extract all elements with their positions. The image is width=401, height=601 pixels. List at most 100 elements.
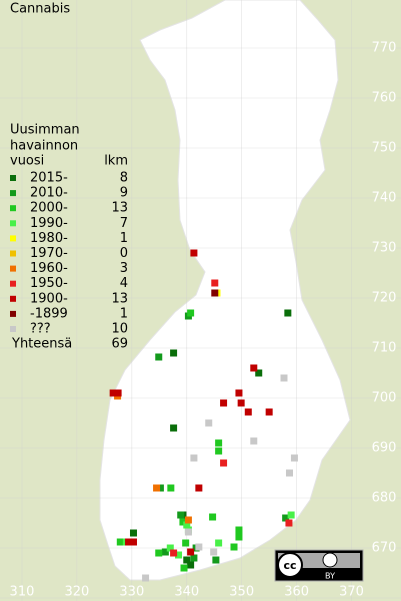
observation-square — [190, 249, 198, 257]
observation-square — [237, 399, 245, 407]
observation-square — [211, 289, 219, 297]
x-tick-label: 320 — [64, 585, 89, 600]
total-label: Yhteensä — [11, 337, 72, 352]
observation-square — [215, 439, 223, 447]
observation-square — [212, 556, 220, 564]
observation-square — [220, 459, 228, 467]
legend-label: 2015- — [30, 171, 68, 186]
legend-label: 1990- — [30, 216, 68, 231]
legend-swatch — [10, 190, 16, 197]
legend-count: 1 — [120, 306, 128, 321]
legend-count: 7 — [120, 216, 128, 231]
observation-square — [209, 513, 217, 521]
observation-square — [170, 349, 178, 357]
land — [99, 0, 351, 581]
observation-square — [230, 543, 238, 551]
legend-swatch — [10, 205, 16, 212]
legend-label: 1970- — [30, 246, 68, 261]
legend-label: 1900- — [30, 291, 68, 306]
observation-square — [282, 514, 290, 522]
y-tick-label: 680 — [372, 491, 397, 506]
observation-square — [180, 564, 188, 572]
observation-square — [166, 544, 174, 552]
y-tick-label: 690 — [372, 441, 397, 456]
y-tick-label: 710 — [372, 341, 397, 356]
legend-swatch — [10, 310, 16, 317]
observation-square — [235, 389, 243, 397]
observation-square — [280, 374, 288, 382]
observations — [109, 249, 298, 582]
y-tick-label: 730 — [372, 241, 397, 256]
legend-count: 13 — [111, 291, 128, 306]
observation-square — [210, 548, 218, 556]
y-tick-label: 750 — [372, 141, 397, 156]
observation-square — [187, 309, 195, 317]
by-text: BY — [325, 572, 335, 581]
observation-square — [183, 556, 191, 564]
map-title: Cannabis — [10, 2, 70, 17]
legend-label: ??? — [30, 322, 51, 337]
observation-square — [190, 454, 198, 462]
observation-square — [109, 389, 117, 397]
y-tick-label: 700 — [372, 391, 397, 406]
observation-square — [285, 519, 293, 527]
legend-label: 2010- — [30, 186, 68, 201]
x-tick-label: 310 — [10, 585, 35, 600]
observation-square — [175, 551, 183, 559]
observation-square — [190, 554, 198, 562]
x-tick-label: 330 — [119, 585, 144, 600]
observation-square — [195, 543, 203, 551]
observation-square — [155, 549, 163, 557]
observation-square — [205, 419, 213, 427]
legend-title: havainnon — [10, 139, 78, 154]
observation-square — [250, 364, 258, 372]
observation-square — [129, 529, 137, 537]
observation-square — [220, 399, 228, 407]
license-badge: cc BY — [274, 549, 364, 582]
observation-square — [170, 424, 178, 432]
count-header: lkm — [104, 154, 128, 169]
legend-swatch — [10, 326, 16, 332]
observation-square — [235, 526, 243, 534]
observation-square — [155, 353, 163, 361]
legend-count: 1 — [120, 231, 128, 246]
observation-square — [161, 548, 169, 556]
legend-swatch — [10, 235, 16, 242]
observation-square — [125, 538, 133, 546]
total: 69 — [111, 337, 128, 352]
legend-title: Uusimman — [10, 123, 80, 138]
legend-count: 13 — [111, 201, 128, 216]
y-tick-label: 670 — [372, 541, 397, 556]
y-tick-label: 740 — [372, 191, 397, 206]
y-tick-label: 770 — [372, 41, 397, 56]
observation-square — [250, 437, 258, 445]
observation-square — [285, 469, 293, 477]
legend-count: 4 — [120, 276, 128, 291]
observation-square — [116, 538, 124, 546]
observation-square — [215, 539, 223, 547]
observation-square — [114, 389, 122, 397]
observation-square — [156, 484, 164, 492]
legend-swatch — [10, 295, 16, 302]
observation-square — [170, 549, 178, 557]
legend-label: -1899 — [30, 306, 68, 321]
legend-label: 1950- — [30, 276, 68, 291]
legend-label: 2000- — [30, 201, 68, 216]
observation-square — [284, 309, 292, 317]
observation-square — [183, 521, 191, 529]
x-tick-label: 340 — [174, 585, 199, 600]
observation-square — [244, 408, 252, 416]
legend-label: 1960- — [30, 261, 68, 276]
legend-swatch — [10, 280, 16, 287]
by-icon — [322, 552, 338, 568]
legend-label: 1980- — [30, 231, 68, 246]
observation-square — [129, 538, 137, 546]
legend-count: 8 — [120, 171, 128, 186]
cc-icon — [277, 552, 303, 578]
observation-square — [184, 516, 192, 524]
legend-swatch — [10, 175, 16, 181]
legend-title: vuosi — [10, 154, 44, 169]
observation-square — [211, 279, 219, 287]
